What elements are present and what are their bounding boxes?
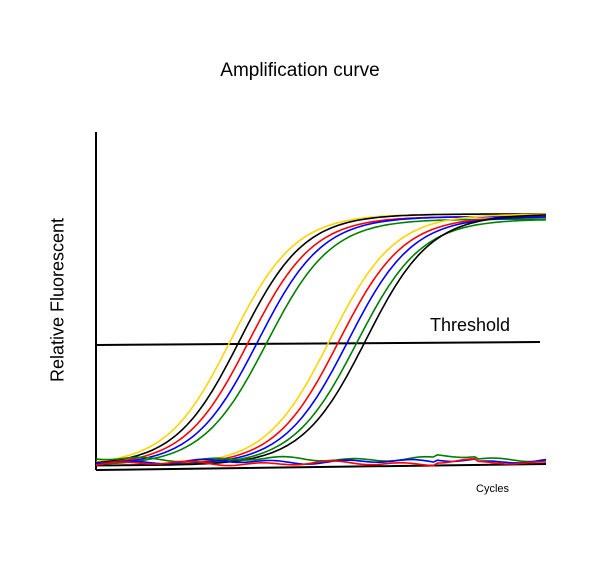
- amplification-curves: [95, 213, 547, 467]
- curve-late-black: [96, 214, 547, 467]
- x-axis-label: Cycles: [476, 483, 510, 495]
- curve-early-green: [95, 218, 546, 466]
- curve-early-red: [95, 215, 546, 465]
- curve-early-black: [95, 213, 546, 464]
- threshold-label: Threshold: [430, 315, 511, 335]
- chart-title: Amplification curve: [220, 60, 380, 81]
- curve-baseline-green: [95, 453, 547, 463]
- curve-early-blue: [95, 215, 546, 465]
- curve-early-yellow: [95, 213, 546, 463]
- curve-late-red: [96, 216, 547, 467]
- curve-late-yellow: [96, 213, 546, 467]
- x-axis: [95, 463, 547, 471]
- threshold-line: [95, 341, 541, 346]
- curve-late-blue: [95, 216, 546, 467]
- curve-baseline-red: [95, 457, 547, 467]
